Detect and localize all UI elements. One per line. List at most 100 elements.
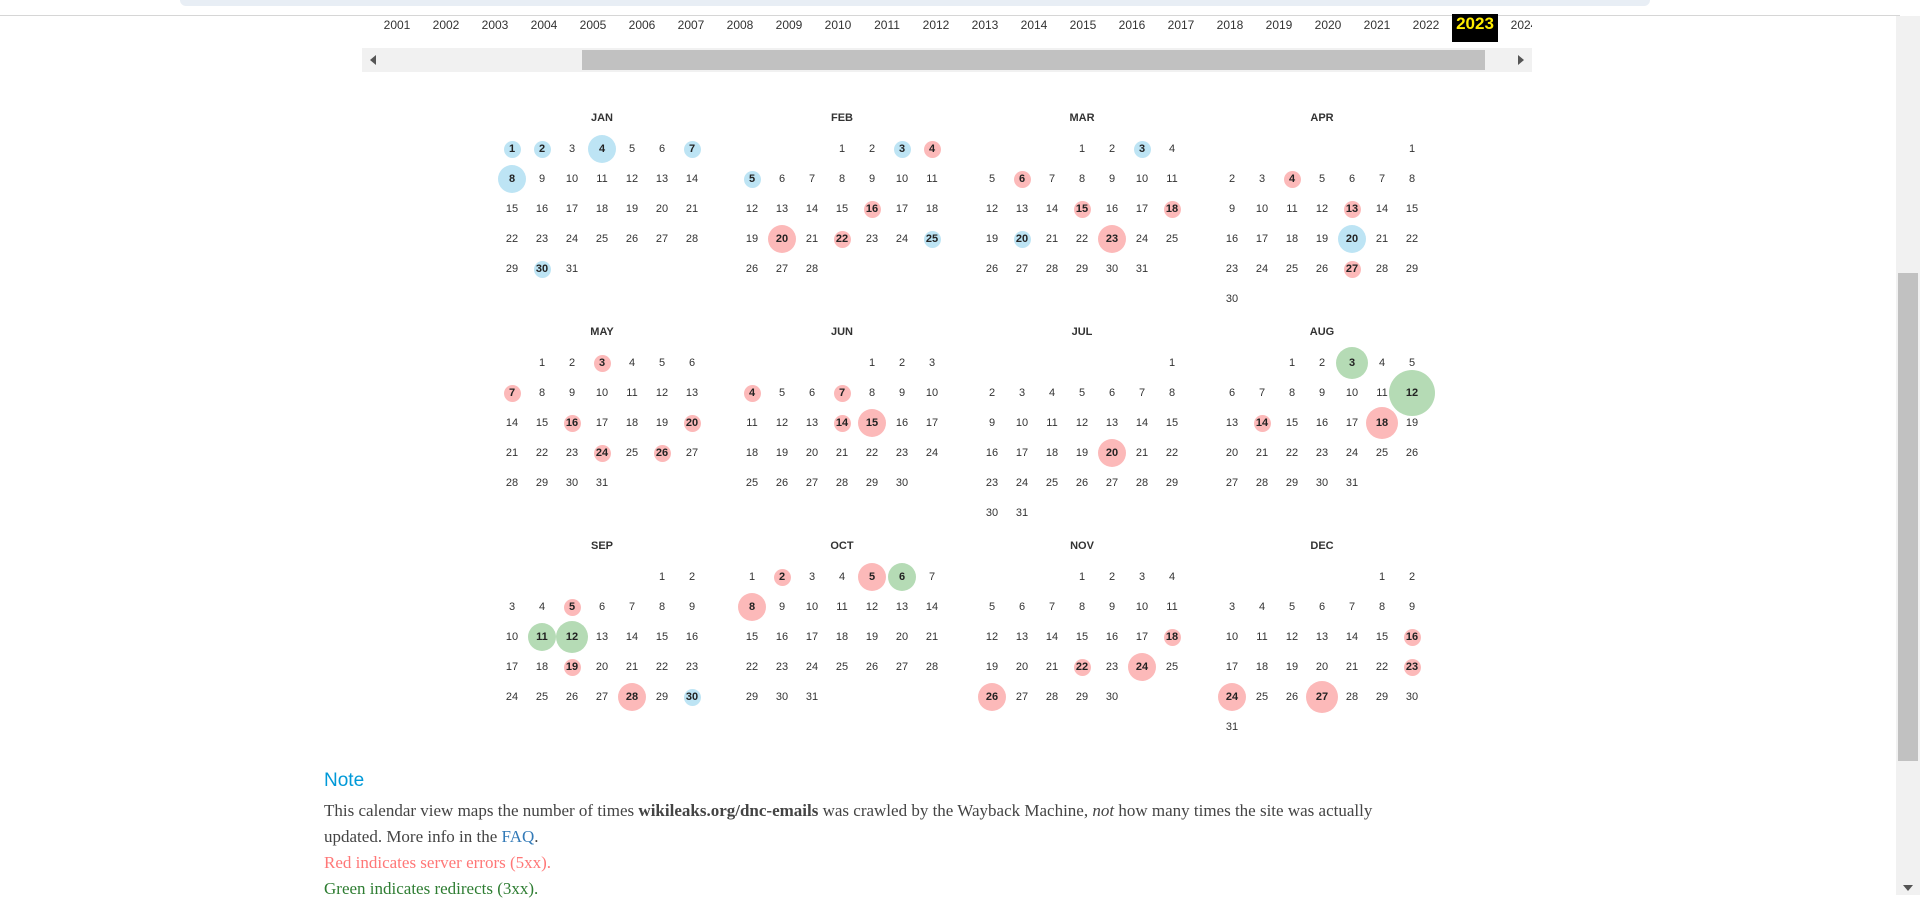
calendar-day[interactable]: 16: [565, 417, 579, 429]
calendar-day[interactable]: 20: [1015, 233, 1029, 245]
year-2013[interactable]: 2013: [971, 18, 999, 32]
capture-bubble[interactable]: [1306, 681, 1338, 713]
calendar-day[interactable]: 2: [778, 571, 786, 583]
calendar-day[interactable]: 3: [598, 357, 606, 369]
capture-bubble[interactable]: [833, 414, 851, 432]
calendar-day[interactable]: 27: [1315, 691, 1329, 703]
capture-bubble[interactable]: [503, 384, 521, 402]
year-2001[interactable]: 2001: [383, 18, 411, 32]
year-2009[interactable]: 2009: [775, 18, 803, 32]
capture-bubble[interactable]: [653, 444, 671, 462]
capture-bubble[interactable]: [683, 140, 701, 158]
capture-bubble[interactable]: [1338, 225, 1366, 253]
year-2002[interactable]: 2002: [432, 18, 460, 32]
capture-bubble[interactable]: [833, 230, 851, 248]
capture-bubble[interactable]: [888, 563, 916, 591]
capture-bubble[interactable]: [563, 658, 581, 676]
calendar-day[interactable]: 14: [835, 417, 849, 429]
calendar-day[interactable]: 24: [1225, 691, 1239, 703]
calendar-day[interactable]: 20: [775, 233, 789, 245]
capture-bubble[interactable]: [556, 621, 588, 653]
calendar-day[interactable]: 6: [898, 571, 906, 583]
calendar-day[interactable]: 7: [508, 387, 516, 399]
year-2018[interactable]: 2018: [1216, 18, 1244, 32]
year-2020[interactable]: 2020: [1314, 18, 1342, 32]
calendar-day[interactable]: 15: [865, 417, 879, 429]
calendar-day[interactable]: 8: [508, 173, 516, 185]
year-2011[interactable]: 2011: [874, 18, 900, 32]
capture-bubble[interactable]: [743, 384, 761, 402]
capture-bubble[interactable]: [1218, 683, 1246, 711]
year-2008[interactable]: 2008: [726, 18, 754, 32]
capture-bubble[interactable]: [1128, 653, 1156, 681]
capture-bubble[interactable]: [533, 260, 551, 278]
capture-bubble[interactable]: [1283, 170, 1301, 188]
capture-bubble[interactable]: [1403, 658, 1421, 676]
calendar-day[interactable]: 24: [595, 447, 609, 459]
calendar-day[interactable]: 28: [625, 691, 639, 703]
calendar-day[interactable]: 16: [1405, 631, 1419, 643]
calendar-day[interactable]: 16: [865, 203, 879, 215]
calendar-day[interactable]: 20: [685, 417, 699, 429]
capture-bubble[interactable]: [593, 354, 611, 372]
calendar-day[interactable]: 18: [1165, 631, 1179, 643]
calendar-day[interactable]: 4: [1288, 173, 1296, 185]
capture-bubble[interactable]: [588, 135, 616, 163]
year-2023[interactable]: 2023: [1452, 14, 1498, 42]
year-scrollbar[interactable]: [362, 48, 1532, 72]
calendar-day[interactable]: 4: [748, 387, 756, 399]
calendar-day[interactable]: 15: [1075, 203, 1089, 215]
calendar-day[interactable]: 6: [1018, 173, 1026, 185]
calendar-day[interactable]: 23: [1105, 233, 1119, 245]
capture-bubble[interactable]: [1073, 200, 1091, 218]
capture-bubble[interactable]: [833, 384, 851, 402]
capture-bubble[interactable]: [1343, 200, 1361, 218]
capture-bubble[interactable]: [1163, 628, 1181, 646]
capture-bubble[interactable]: [533, 140, 551, 158]
year-2022[interactable]: 2022: [1412, 18, 1440, 32]
capture-bubble[interactable]: [1073, 658, 1091, 676]
calendar-day[interactable]: 23: [1405, 661, 1419, 673]
calendar-day[interactable]: 26: [985, 691, 999, 703]
capture-bubble[interactable]: [528, 623, 556, 651]
calendar-day[interactable]: 30: [535, 263, 549, 275]
calendar-day[interactable]: 8: [748, 601, 756, 613]
scroll-right-icon[interactable]: [1518, 55, 1524, 65]
calendar-day[interactable]: 20: [1105, 447, 1119, 459]
calendar-day[interactable]: 5: [748, 173, 756, 185]
calendar-day[interactable]: 1: [508, 143, 516, 155]
calendar-day[interactable]: 26: [655, 447, 669, 459]
capture-bubble[interactable]: [1133, 140, 1151, 158]
capture-bubble[interactable]: [1098, 225, 1126, 253]
capture-bubble[interactable]: [563, 598, 581, 616]
calendar-day[interactable]: 2: [538, 143, 546, 155]
capture-bubble[interactable]: [1253, 414, 1271, 432]
capture-bubble[interactable]: [858, 563, 886, 591]
calendar-day[interactable]: 30: [685, 691, 699, 703]
capture-bubble[interactable]: [923, 230, 941, 248]
calendar-day[interactable]: 4: [928, 143, 936, 155]
capture-bubble[interactable]: [1343, 260, 1361, 278]
capture-bubble[interactable]: [1336, 347, 1368, 379]
calendar-day[interactable]: 13: [1345, 203, 1359, 215]
capture-bubble[interactable]: [923, 140, 941, 158]
scroll-left-icon[interactable]: [370, 55, 376, 65]
year-2017[interactable]: 2017: [1167, 18, 1195, 32]
calendar-day[interactable]: 27: [1345, 263, 1359, 275]
year-2006[interactable]: 2006: [628, 18, 656, 32]
capture-bubble[interactable]: [498, 165, 526, 193]
capture-bubble[interactable]: [593, 444, 611, 462]
capture-bubble[interactable]: [773, 568, 791, 586]
capture-bubble[interactable]: [978, 683, 1006, 711]
year-2021[interactable]: 2021: [1363, 18, 1391, 32]
capture-bubble[interactable]: [1013, 230, 1031, 248]
calendar-day[interactable]: 25: [925, 233, 939, 245]
year-2003[interactable]: 2003: [481, 18, 509, 32]
calendar-day[interactable]: 24: [1135, 661, 1149, 673]
calendar-day[interactable]: 4: [598, 143, 606, 155]
faq-link[interactable]: FAQ: [501, 827, 535, 846]
year-2010[interactable]: 2010: [824, 18, 852, 32]
calendar-day[interactable]: 11: [536, 631, 548, 643]
calendar-day[interactable]: 18: [1375, 417, 1389, 429]
year-2014[interactable]: 2014: [1020, 18, 1048, 32]
